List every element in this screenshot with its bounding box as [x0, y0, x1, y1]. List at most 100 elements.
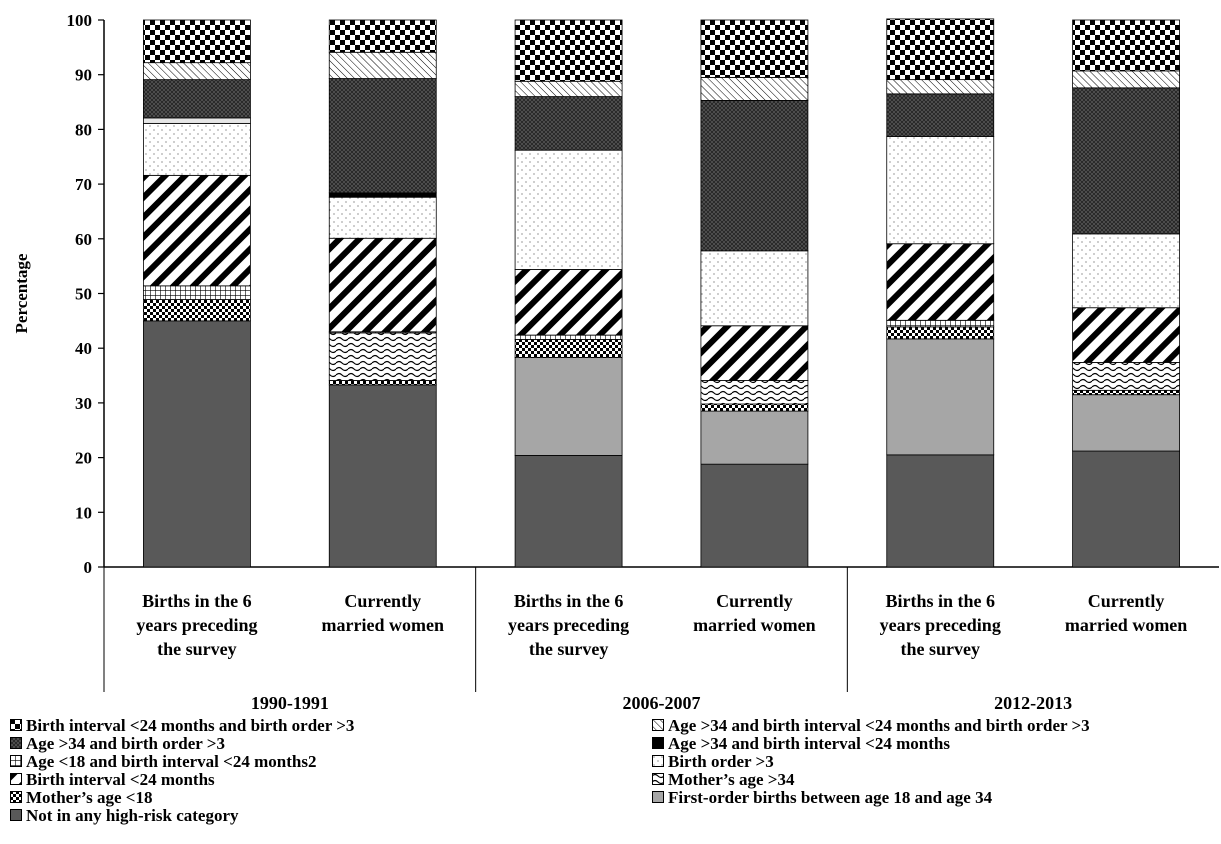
bar-segment — [514, 96, 623, 151]
legend-item: Birth interval <24 months — [10, 770, 215, 789]
bar-segment — [143, 299, 251, 322]
bar-segment — [886, 454, 995, 568]
bar-segment — [328, 78, 437, 194]
x-tick-label: Births in the 6 — [885, 591, 995, 611]
bar-segment — [514, 19, 623, 82]
y-tick-label: 40 — [75, 339, 92, 358]
x-tick-label: years preceding — [508, 615, 629, 635]
bar-segment — [514, 455, 623, 568]
y-tick-label: 100 — [67, 11, 93, 30]
bar-segment — [143, 174, 251, 287]
bar-segment — [1072, 87, 1180, 235]
y-tick-label: 0 — [84, 558, 93, 577]
legend-label: Age >34 and birth interval <24 months an… — [668, 716, 1090, 735]
x-tick-label: married women — [1065, 615, 1187, 635]
legend-label: Age <18 and birth interval <24 months2 — [26, 752, 317, 771]
bar-segment — [328, 19, 437, 53]
x-tick-label: married women — [322, 615, 444, 635]
x-tick-label: years preceding — [136, 615, 257, 635]
y-tick-label: 80 — [75, 120, 92, 139]
bar-segment — [1072, 233, 1180, 309]
y-tick-label: 90 — [75, 66, 92, 85]
legend-swatch — [10, 791, 22, 803]
x-tick-label: Births in the 6 — [514, 591, 624, 611]
legend-swatch — [652, 791, 664, 803]
bar-segment — [700, 19, 809, 78]
legend-swatch — [10, 755, 22, 767]
legend-swatch — [10, 719, 22, 731]
x-tick-label: the survey — [901, 639, 981, 659]
y-axis-label: Percentage — [12, 253, 31, 333]
bars — [143, 18, 1180, 568]
legend-label: Not in any high-risk category — [26, 806, 239, 825]
bar-segment — [514, 269, 623, 336]
bar-segment — [1072, 394, 1180, 452]
legend-label: Birth interval <24 months — [26, 770, 215, 789]
legend-label: Mother’s age >34 — [668, 770, 795, 789]
bar-segment — [328, 237, 437, 333]
legend-item: Birth interval <24 months and birth orde… — [10, 716, 354, 735]
legend-label: Age >34 and birth order >3 — [26, 734, 225, 753]
bar-segment — [1072, 70, 1180, 89]
bar-segment — [886, 136, 995, 245]
bar-segment — [514, 357, 623, 456]
bar-segment — [514, 149, 623, 270]
category-labels: Births in the 6 years preceding the survey… — [136, 591, 1187, 713]
bar-segment — [700, 250, 809, 327]
y-tick-label: 50 — [75, 285, 92, 304]
legend-item: Age >34 and birth interval <24 months an… — [652, 716, 1090, 735]
bar-segment — [886, 79, 995, 95]
legend-label: First-order births between age 18 and ag… — [668, 788, 993, 807]
bar-segment — [514, 334, 623, 340]
bar-segment — [143, 79, 251, 119]
legend-swatch — [10, 737, 22, 749]
bar-segment — [1072, 307, 1180, 363]
legend-swatch — [652, 773, 664, 785]
bar-segment — [886, 326, 995, 340]
bar-segment — [514, 339, 623, 358]
y-tick-label: 10 — [75, 503, 92, 522]
legend-item: Mother’s age >34 — [652, 770, 794, 789]
x-tick-label: the survey — [529, 639, 609, 659]
legend-swatch — [652, 737, 664, 749]
bar-segment — [886, 338, 995, 456]
bar-segment — [700, 77, 809, 101]
bar-segment — [328, 384, 437, 568]
group-label: 1990-1991 — [251, 693, 329, 713]
bar-segment — [1072, 389, 1180, 396]
legend-label: Age >34 and birth interval <24 months — [668, 734, 950, 753]
bar-segment — [143, 62, 251, 81]
bar-segment — [700, 463, 809, 568]
legend-item: Age >34 and birth order >3 — [10, 734, 225, 753]
bar-segment — [700, 410, 809, 465]
x-tick-label: married women — [693, 615, 815, 635]
bar-segment — [700, 100, 809, 252]
legend-item: First-order births between age 18 and ag… — [652, 788, 992, 807]
legend-item: Mother’s age <18 — [10, 788, 152, 807]
legend-label: Birth interval <24 months and birth orde… — [26, 716, 355, 735]
bar-segment — [700, 325, 809, 381]
legend-swatch — [10, 809, 22, 821]
legend-item: Age <18 and birth interval <24 months2 — [10, 752, 316, 771]
x-tick-label: Births in the 6 — [142, 591, 252, 611]
x-tick-label: the survey — [157, 639, 237, 659]
bar-segment — [700, 403, 809, 412]
x-tick-label: years preceding — [880, 615, 1001, 635]
bar-segment — [143, 285, 251, 300]
bar-segment — [143, 320, 251, 568]
bar-segment — [328, 380, 437, 386]
bar-segment — [700, 380, 809, 405]
bar-segment — [328, 51, 437, 79]
x-tick-label: Currently — [716, 591, 793, 611]
legend-swatch — [652, 755, 664, 767]
y-tick-label: 30 — [75, 394, 92, 413]
legend-item: Age >34 and birth interval <24 months — [652, 734, 950, 753]
legend-item: Birth order >3 — [652, 752, 774, 771]
bar-segment — [886, 93, 995, 137]
bar-segment — [328, 332, 437, 381]
group-label: 2006-2007 — [623, 693, 701, 713]
legend-swatch — [10, 773, 22, 785]
bar-segment — [886, 18, 995, 81]
legend-label: Birth order >3 — [668, 752, 774, 771]
bar-segment — [328, 192, 437, 198]
